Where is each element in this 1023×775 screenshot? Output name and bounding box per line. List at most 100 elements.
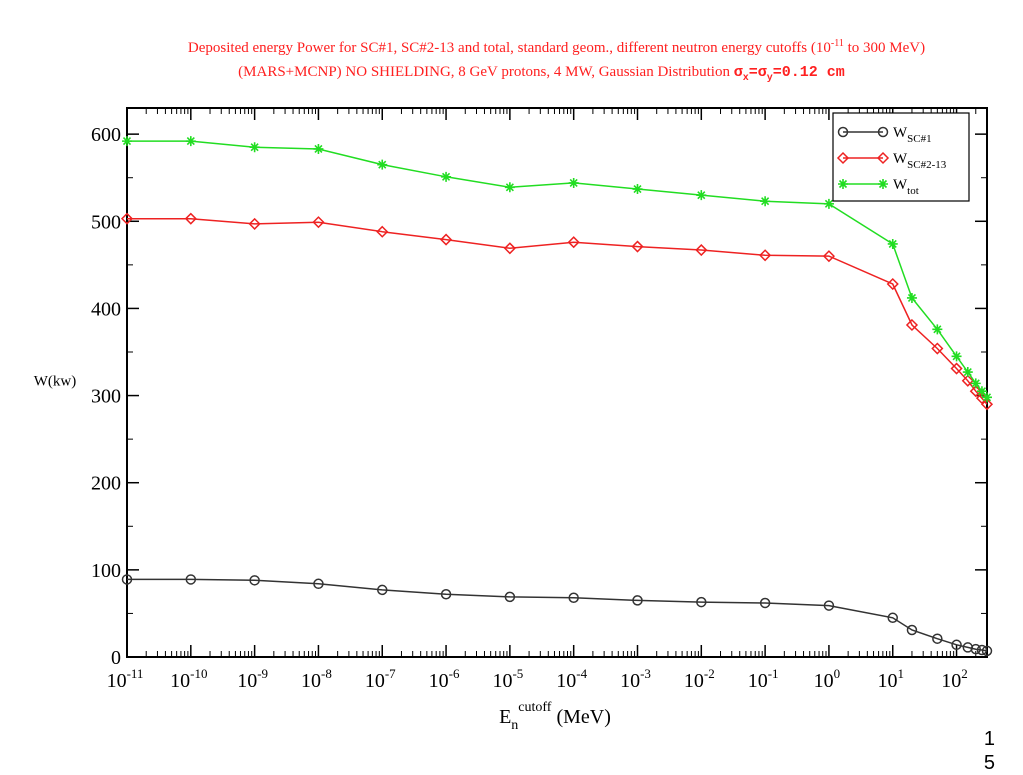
data-point — [932, 324, 943, 335]
data-point — [567, 236, 580, 249]
data-point — [823, 600, 835, 611]
title-line-2-text: (MARS+MCNP) NO SHIELDING, 8 GeV protons,… — [238, 64, 734, 80]
data-point — [121, 574, 133, 585]
data-point — [976, 386, 987, 397]
data-point — [887, 612, 898, 624]
title-line-1-suffix: to 300 MeV) — [843, 40, 926, 56]
data-point — [440, 589, 452, 600]
data-point — [982, 392, 992, 403]
legend: WSC#1 WSC#2-13 Wtot — [832, 112, 970, 202]
x-tick-label: 10-10 — [170, 666, 207, 692]
x-tick-label: 10-11 — [107, 666, 144, 692]
data-point — [823, 198, 834, 209]
data-point — [981, 645, 993, 657]
data-point — [313, 143, 324, 154]
legend-label: Wtot — [893, 177, 919, 197]
title-line-1-exponent: -11 — [830, 38, 844, 49]
legend-marker — [877, 126, 889, 138]
data-point — [962, 367, 973, 378]
data-point — [696, 190, 707, 201]
chart-title-line-1: Deposited energy Power for SC#1, SC#2-13… — [0, 38, 1023, 57]
x-tick-label: 10-7 — [365, 666, 396, 692]
data-point — [631, 240, 644, 253]
title-line-1-text: Deposited energy Power for SC#1, SC#2-13… — [187, 40, 831, 56]
legend-marker — [878, 179, 888, 189]
x-tick-label: 102 — [941, 666, 968, 692]
data-point — [249, 575, 260, 586]
y-tick-label: 600 — [91, 124, 121, 146]
axis-labels-group: 0 100 200 300 400 500 600 10-11 10-10 10-9 10-8 10-… — [34, 124, 968, 733]
data-point — [970, 643, 982, 655]
legend-label: WSC#2-13 — [893, 151, 947, 171]
data-point — [932, 633, 943, 644]
chart-title-line-2: (MARS+MCNP) NO SHIELDING, 8 GeV protons,… — [0, 64, 1023, 84]
data-point — [185, 136, 196, 147]
data-point — [695, 243, 708, 257]
data-point — [568, 592, 579, 603]
data-point — [759, 597, 771, 609]
series-sc-2-13 — [120, 212, 994, 411]
legend-marker — [837, 126, 849, 138]
data-point — [969, 385, 982, 398]
data-point — [632, 184, 643, 195]
data-point — [970, 378, 981, 389]
data-point — [962, 642, 974, 653]
y-tick-label: 100 — [91, 560, 121, 582]
x-axis-label: Encutoff (MeV) — [499, 700, 611, 733]
data-point — [759, 249, 772, 262]
series-sc-1 — [121, 574, 993, 657]
y-tick-label: 400 — [91, 298, 121, 320]
slide-number-digit-2: 5 — [983, 752, 995, 774]
data-point — [122, 136, 132, 147]
y-tick-label: 500 — [91, 211, 121, 233]
axes-group — [126, 107, 988, 658]
data-point — [980, 398, 994, 411]
data-point — [976, 644, 988, 656]
data-point — [503, 242, 516, 255]
series-tot — [122, 136, 992, 403]
legend-box — [832, 112, 970, 202]
data-point — [376, 584, 388, 596]
x-tick-label: 10-1 — [748, 666, 779, 692]
data-point — [313, 578, 324, 590]
y-axis-label: W(kw) — [34, 374, 76, 390]
data-point — [249, 142, 260, 153]
plot-frame — [126, 107, 988, 658]
series-line — [127, 217, 988, 405]
data-point — [377, 159, 388, 170]
data-point — [441, 171, 452, 182]
data-point — [961, 374, 974, 387]
y-tick-label: 200 — [91, 473, 121, 495]
x-tick-label: 10-5 — [492, 666, 523, 692]
data-point — [822, 250, 835, 263]
data-point — [504, 182, 515, 193]
x-tick-label: 10-2 — [684, 666, 715, 692]
data-point — [632, 595, 643, 606]
y-tick-label: 300 — [91, 386, 121, 408]
data-point — [886, 277, 899, 291]
data-point — [931, 342, 944, 355]
x-tick-label: 100 — [814, 666, 841, 692]
x-tick-label: 10-8 — [301, 666, 332, 692]
data-point — [950, 362, 963, 375]
data-point — [951, 351, 962, 362]
x-tick-label: 101 — [877, 666, 904, 692]
data-point — [951, 639, 962, 651]
legend-label: WSC#1 — [893, 125, 932, 145]
x-tick-label: 10-3 — [620, 666, 651, 692]
legend-marker — [838, 179, 848, 189]
data-point — [905, 318, 919, 332]
data-point — [906, 624, 918, 636]
data-point — [184, 212, 197, 225]
data-point — [120, 212, 134, 225]
series-line — [127, 578, 988, 652]
legend-marker — [876, 151, 890, 165]
legend-marker — [836, 151, 850, 165]
data-point — [887, 238, 898, 249]
y-tick-label: 0 — [111, 647, 121, 669]
data-point — [312, 216, 325, 229]
series-group — [120, 136, 994, 657]
x-tick-label: 10-6 — [429, 666, 460, 692]
data-point — [248, 217, 261, 230]
